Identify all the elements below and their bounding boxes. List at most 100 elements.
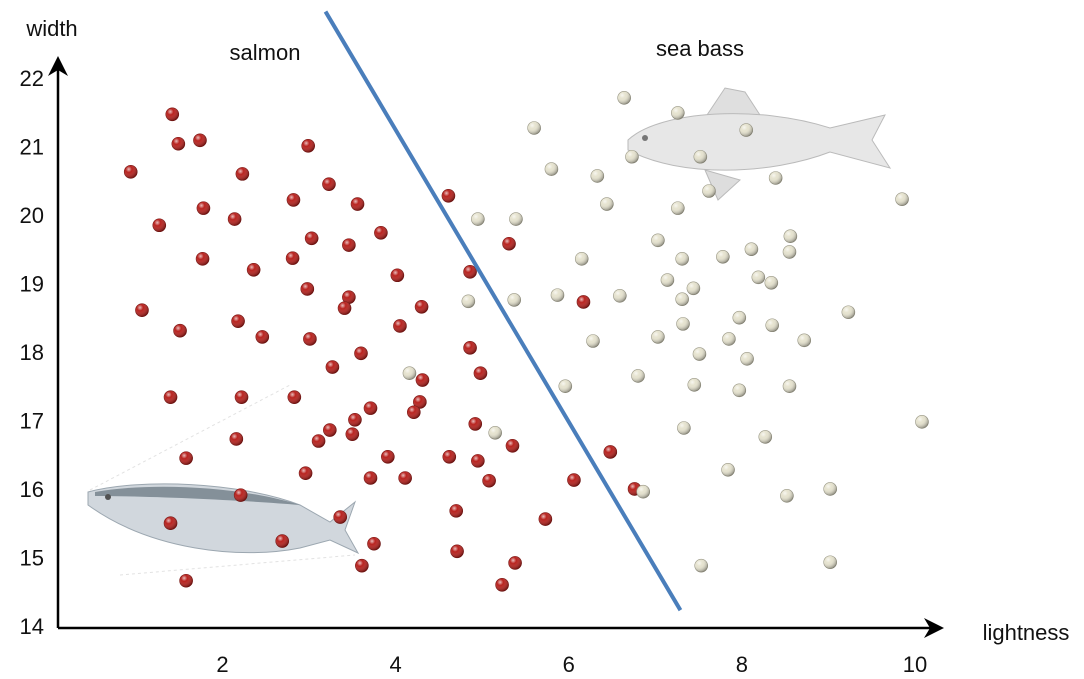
point-shine xyxy=(509,556,522,569)
point-shine xyxy=(286,252,299,265)
point-shine xyxy=(124,165,137,178)
point-shine xyxy=(613,289,626,302)
point-shine xyxy=(355,559,368,572)
point-shine xyxy=(551,289,564,302)
point-shine xyxy=(559,380,572,393)
point-shine xyxy=(354,347,367,360)
point-shine xyxy=(228,213,241,226)
point-shine xyxy=(153,219,166,232)
point-shine xyxy=(471,213,484,226)
point-shine xyxy=(765,276,778,289)
y-tick-label: 16 xyxy=(20,477,44,502)
point-shine xyxy=(784,230,797,243)
point-shine xyxy=(798,334,811,347)
point-shine xyxy=(483,474,496,487)
annotation: sea bass xyxy=(656,36,744,61)
point-shine xyxy=(342,239,355,252)
point-shine xyxy=(695,559,708,572)
point-shine xyxy=(416,374,429,387)
point-shine xyxy=(374,226,387,239)
point-shine xyxy=(407,406,420,419)
point-shine xyxy=(348,413,361,426)
point-shine xyxy=(180,574,193,587)
point-shine xyxy=(503,237,516,250)
point-shine xyxy=(474,367,487,380)
point-shine xyxy=(322,178,335,191)
y-tick-label: 14 xyxy=(20,614,44,639)
point-shine xyxy=(391,269,404,282)
point-shine xyxy=(842,306,855,319)
point-shine xyxy=(733,384,746,397)
point-shine xyxy=(677,421,690,434)
point-shine xyxy=(591,169,604,182)
x-tick-label: 8 xyxy=(736,652,748,677)
point-shine xyxy=(442,189,455,202)
point-shine xyxy=(769,171,782,184)
x-tick-label: 4 xyxy=(389,652,401,677)
point-shine xyxy=(174,324,187,337)
point-shine xyxy=(651,330,664,343)
point-shine xyxy=(702,185,715,198)
point-shine xyxy=(451,545,464,558)
point-shine xyxy=(415,300,428,313)
chart: width lightness salmon sea bass 24681014… xyxy=(0,0,1084,679)
point-shine xyxy=(694,150,707,163)
point-shine xyxy=(759,430,772,443)
point-shine xyxy=(230,432,243,445)
point-shine xyxy=(722,463,735,476)
y-tick-label: 15 xyxy=(20,545,44,570)
point-shine xyxy=(303,332,316,345)
point-shine xyxy=(688,378,701,391)
point-shine xyxy=(403,367,416,380)
point-shine xyxy=(637,485,650,498)
point-shine xyxy=(577,295,590,308)
point-shine xyxy=(783,245,796,258)
point-shine xyxy=(752,271,765,284)
point-shine xyxy=(338,302,351,315)
point-shine xyxy=(164,391,177,404)
point-shine xyxy=(256,330,269,343)
point-shine xyxy=(393,319,406,332)
point-shine xyxy=(287,193,300,206)
point-shine xyxy=(346,428,359,441)
point-shine xyxy=(299,467,312,480)
point-shine xyxy=(604,445,617,458)
point-shine xyxy=(276,535,289,548)
salmon-image xyxy=(88,385,358,575)
point-shine xyxy=(193,134,206,147)
point-shine xyxy=(496,578,509,591)
point-shine xyxy=(464,341,477,354)
point-shine xyxy=(625,150,638,163)
point-shine xyxy=(545,163,558,176)
point-shine xyxy=(323,424,336,437)
point-shine xyxy=(508,293,521,306)
point-shine xyxy=(135,304,148,317)
point-shine xyxy=(780,489,793,502)
point-shine xyxy=(687,282,700,295)
point-shine xyxy=(676,252,689,265)
point-shine xyxy=(367,537,380,550)
point-shine xyxy=(381,450,394,463)
point-shine xyxy=(326,361,339,374)
point-shine xyxy=(312,435,325,448)
point-shine xyxy=(172,137,185,150)
point-shine xyxy=(740,124,753,137)
point-shine xyxy=(364,402,377,415)
point-shine xyxy=(399,471,412,484)
point-shine xyxy=(745,243,758,256)
point-shine xyxy=(464,265,477,278)
point-shine xyxy=(232,315,245,328)
point-shine xyxy=(733,311,746,324)
y-tick-label: 17 xyxy=(20,408,44,433)
point-shine xyxy=(166,108,179,121)
point-shine xyxy=(364,471,377,484)
point-shine xyxy=(676,293,689,306)
x-tick-label: 2 xyxy=(216,652,228,677)
point-shine xyxy=(196,252,209,265)
point-shine xyxy=(722,332,735,345)
point-shine xyxy=(824,482,837,495)
point-shine xyxy=(443,450,456,463)
point-shine xyxy=(235,391,248,404)
point-shine xyxy=(671,106,684,119)
point-shine xyxy=(462,295,475,308)
